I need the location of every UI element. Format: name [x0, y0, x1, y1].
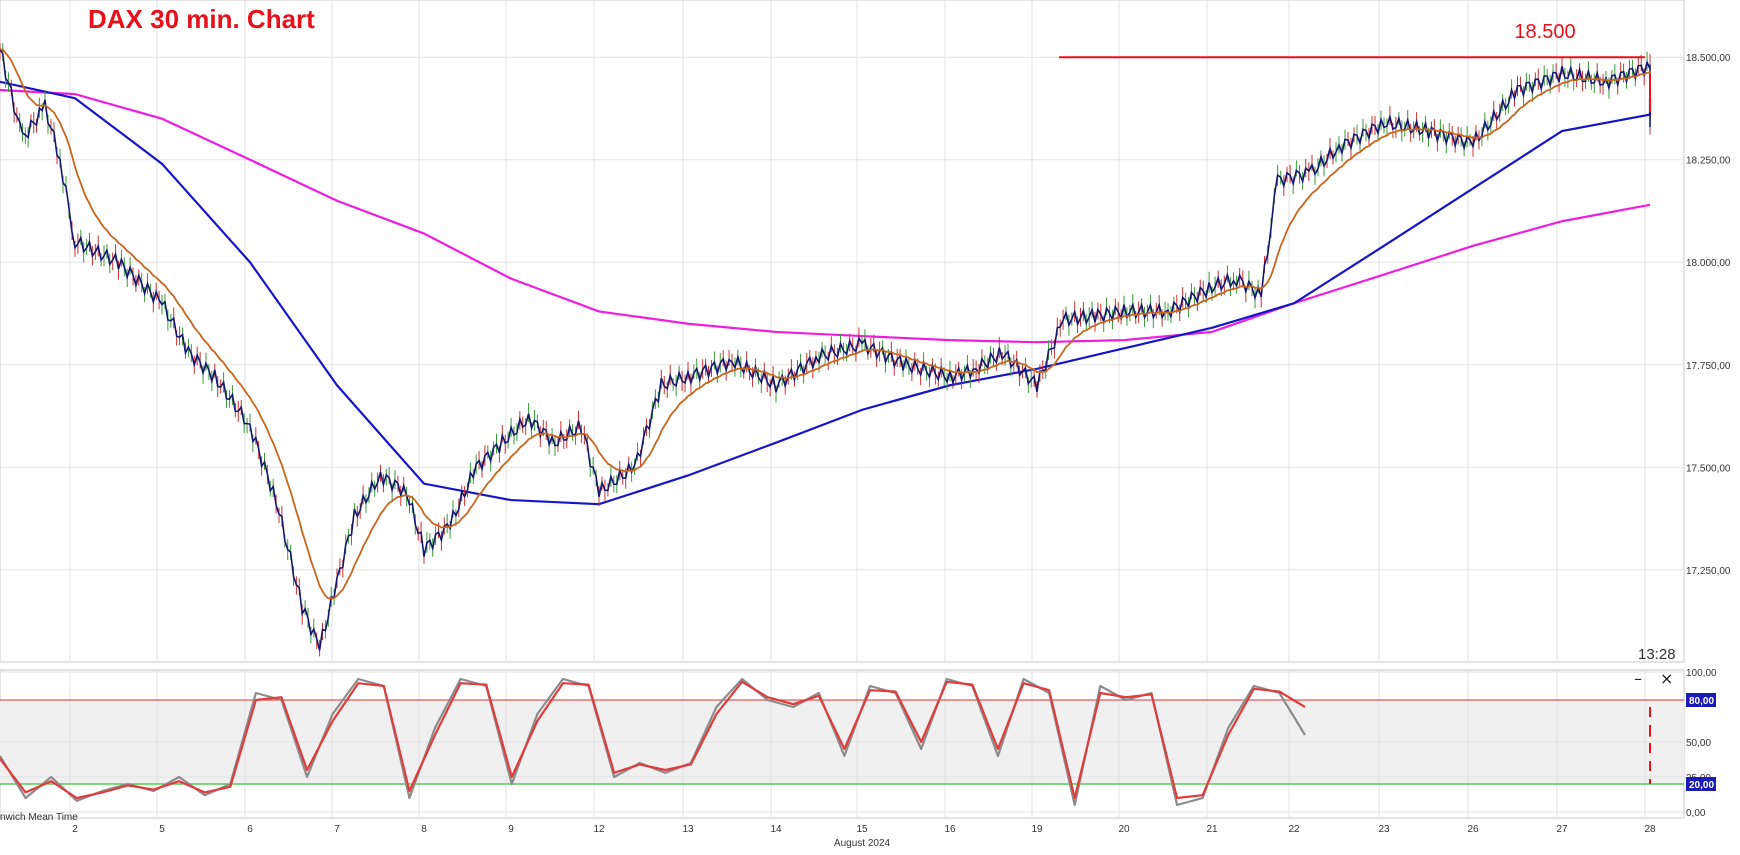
osc-level-badge [1686, 693, 1716, 707]
x-tick-label: 2 [72, 824, 78, 835]
resistance-label: 18.500 [1514, 21, 1575, 43]
close-button[interactable]: × [1660, 669, 1674, 688]
ema-fast-line [0, 48, 1651, 600]
x-tick-label: 6 [247, 824, 253, 835]
osc-level-label: 80,00 [1689, 696, 1714, 707]
x-tick-label: 14 [770, 824, 782, 835]
x-tick-label: 9 [508, 824, 514, 835]
x-tick-label: 7 [334, 824, 340, 835]
y-tick-label: 18.000,00 [1686, 258, 1731, 269]
ma-magenta-line [0, 88, 1651, 344]
osc-level-label: 20,00 [1689, 780, 1714, 791]
time-label: 13:28 [1638, 646, 1676, 663]
x-tick-label: 16 [944, 824, 956, 835]
x-tick-label: 8 [421, 824, 427, 835]
timezone-label: nwich Mean Time [0, 812, 78, 823]
x-tick-label: 20 [1118, 824, 1130, 835]
ma-blue-line [0, 80, 1652, 506]
chart-title: DAX 30 min. Chart [88, 4, 315, 34]
y-tick-label: 18.500,00 [1686, 53, 1731, 64]
x-tick-label: 13 [682, 824, 694, 835]
osc-y-tick-label: 50,00 [1686, 738, 1711, 749]
y-tick-label: 17.500,00 [1686, 463, 1731, 474]
y-tick-label: 18.250,00 [1686, 156, 1731, 167]
osc-level-badge [1686, 777, 1716, 791]
x-tick-label: 23 [1378, 824, 1390, 835]
x-tick-label: 26 [1467, 824, 1479, 835]
minimize-button[interactable]: – [1634, 669, 1642, 688]
x-tick-label: 12 [593, 824, 605, 835]
x-tick-label: 22 [1288, 824, 1300, 835]
main-plot-frame [0, 0, 1685, 663]
y-tick-label: 17.750,00 [1686, 361, 1731, 372]
y-tick-label: 17.250,00 [1686, 566, 1731, 577]
x-tick-label: 28 [1644, 824, 1656, 835]
price-line [0, 48, 1651, 651]
x-tick-label: 19 [1031, 824, 1043, 835]
x-tick-label: 21 [1206, 824, 1218, 835]
x-tick-label: 5 [159, 824, 165, 835]
osc-y-tick-label: 0,00 [1686, 808, 1706, 819]
x-axis-month-label: August 2024 [834, 838, 891, 849]
stoch-d-line [0, 680, 1306, 800]
x-tick-label: 27 [1556, 824, 1568, 835]
osc-y-tick-label: 100,00 [1686, 668, 1717, 679]
x-tick-label: 15 [856, 824, 868, 835]
